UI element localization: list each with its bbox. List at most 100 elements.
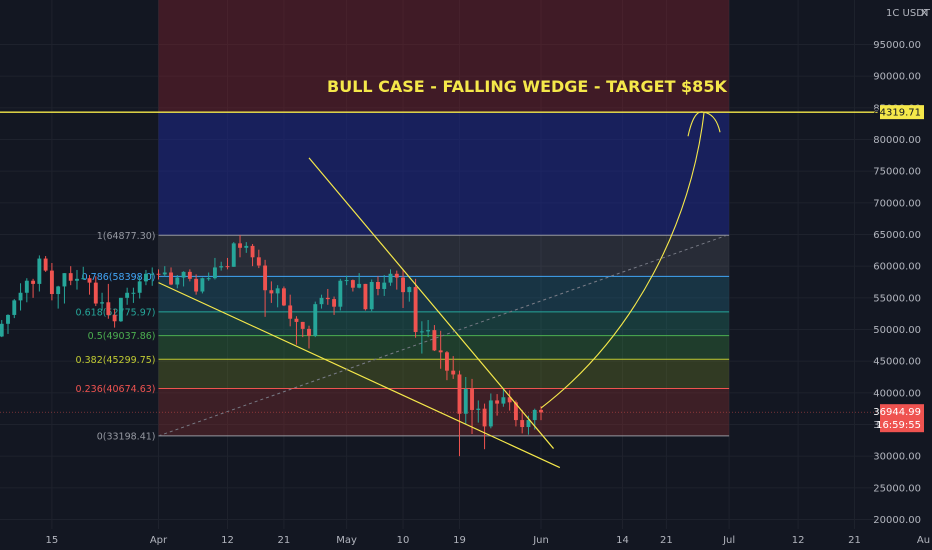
price-tick-label: 75000.00	[873, 167, 921, 178]
candle-body	[513, 402, 518, 421]
candle-body	[457, 374, 462, 414]
candle-body	[37, 258, 42, 284]
candle-body	[56, 286, 61, 295]
candle-body	[476, 408, 481, 410]
time-tick-label: 14	[616, 535, 629, 546]
price-tick-label: 90000.00	[873, 72, 921, 83]
candle-body	[426, 330, 431, 332]
candle-body	[495, 400, 500, 404]
fib-level-label: 0(33198.41)	[97, 431, 156, 442]
time-tick-label: 12	[221, 535, 234, 546]
candle-body	[206, 278, 211, 280]
price-tick-label: 65000.00	[873, 230, 921, 241]
projection-arc-arrow[interactable]	[540, 112, 705, 409]
price-tick-label: 30000.00	[873, 452, 921, 463]
candle-body	[325, 297, 330, 300]
candle-body	[200, 278, 205, 292]
time-tick-label: Jul	[722, 535, 735, 546]
price-tick-label: 95000.00	[873, 40, 921, 51]
candle-body	[112, 314, 117, 322]
price-tick-label: 20000.00	[873, 515, 921, 526]
fib-zone-band	[158, 235, 730, 277]
fib-zone-band	[158, 311, 730, 336]
candle-body	[376, 282, 380, 289]
price-tick-label: 70000.00	[873, 198, 921, 209]
candle-body	[244, 245, 249, 248]
price-axis[interactable]: 1C USDT X 20000.0025000.0030000.0035000.…	[873, 0, 932, 550]
candle-body	[419, 331, 424, 333]
candle-body	[300, 321, 305, 329]
price-tick-label: 45000.00	[873, 357, 921, 368]
candle-body	[6, 314, 10, 324]
candle-body	[106, 302, 111, 315]
candle-body	[401, 277, 405, 293]
price-tick-label: 60000.00	[873, 262, 921, 273]
time-tick-label: 10	[397, 535, 410, 546]
candle-body	[250, 245, 255, 258]
candle-body	[0, 323, 4, 337]
fib-level-label: 1(64877.30)	[97, 231, 156, 242]
price-tick-label: 50000.00	[873, 325, 921, 336]
candle-body	[281, 288, 286, 306]
time-tick-label: Jun	[532, 535, 549, 546]
candle-body	[162, 272, 167, 275]
candle-body	[12, 300, 17, 315]
price-tick-label: 25000.00	[873, 483, 921, 494]
fib-level-label: 0.786(58398.0)	[82, 272, 156, 283]
candle-body	[413, 287, 418, 333]
candle-body	[144, 273, 148, 282]
candle-body	[187, 271, 192, 279]
candle-body	[539, 409, 543, 413]
price-tick-label: 80000.00	[873, 135, 921, 146]
fib-zone-band	[158, 335, 730, 360]
time-tick-label: 19	[453, 535, 466, 546]
time-tick-label: 21	[660, 535, 673, 546]
time-tick-label: May	[336, 535, 357, 546]
time-axis[interactable]: 15 Apr 12 21 May 10 19 Jun 14 21 Jul 12 21 Au	[0, 529, 932, 550]
annotations	[0, 111, 878, 469]
candle-body	[275, 288, 280, 294]
candle-body	[131, 292, 136, 294]
candle-body	[438, 350, 443, 353]
candle-body	[100, 302, 105, 304]
candle-body	[24, 280, 29, 293]
blue-target-zone	[158, 112, 730, 236]
candle-body	[118, 297, 123, 322]
candle-body	[382, 282, 387, 289]
time-tick-label: 15	[46, 535, 59, 546]
candle-body	[194, 278, 199, 292]
target-price-tag	[880, 105, 924, 120]
fib-level-label: 0.5(49037.86)	[88, 331, 156, 342]
candle-body	[75, 278, 79, 281]
candle-body	[263, 265, 268, 291]
candle-body	[288, 305, 293, 319]
candle-body	[87, 278, 92, 283]
candle-body	[363, 283, 368, 310]
candle-body	[307, 328, 311, 336]
fib-level-label: 0.382(45299.75)	[76, 355, 156, 366]
time-tick-label: 12	[792, 535, 805, 546]
candle-body	[175, 277, 180, 285]
dashed-extension-line[interactable]	[158, 234, 730, 437]
target-price-label: 84319.71	[873, 108, 921, 119]
wedge-upper-trendline[interactable]	[308, 157, 555, 449]
fib-zone-band	[158, 276, 730, 312]
candle-body	[150, 273, 155, 275]
symbol-header: 1C USDT	[886, 8, 931, 19]
current-price-label: 36944.99	[873, 407, 921, 418]
candle-body	[125, 292, 130, 298]
current-price-tag	[880, 404, 924, 433]
candle-body	[294, 318, 299, 322]
candle-body	[463, 389, 468, 414]
candle-body	[238, 243, 242, 248]
candle-body	[532, 409, 537, 421]
symbol-close-icon[interactable]: X	[921, 8, 928, 19]
candle-body	[394, 273, 399, 278]
wedge-lower-trendline[interactable]	[158, 282, 561, 469]
projection-arrowhead	[687, 111, 721, 137]
countdown-label: 16:59:55	[876, 420, 921, 431]
fib-zone-band	[158, 359, 730, 389]
price-tick-label: 40000.00	[873, 388, 921, 399]
fib-zone-band	[158, 388, 730, 436]
